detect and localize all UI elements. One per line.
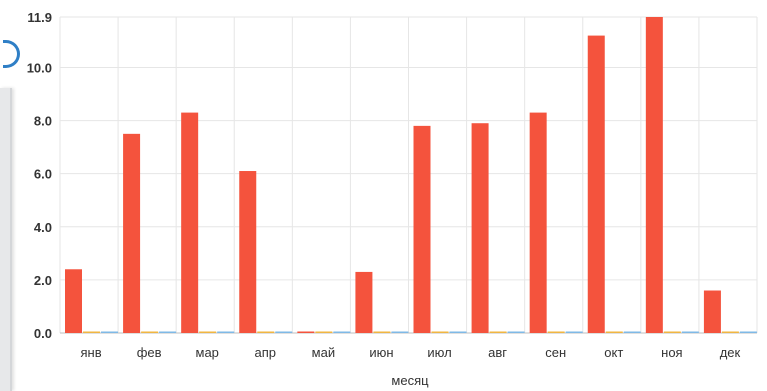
bar-ноя-series-3 bbox=[681, 331, 699, 333]
bar-май-series-3 bbox=[333, 331, 351, 333]
x-tick-label: апр bbox=[255, 345, 277, 360]
bar-сен-series-1 bbox=[529, 112, 547, 333]
bar-авг-series-3 bbox=[507, 331, 525, 333]
bar-авг-series-2 bbox=[489, 331, 507, 333]
x-tick-label: сен bbox=[545, 345, 566, 360]
bar-апр-series-1 bbox=[239, 171, 257, 333]
x-tick-label: янв bbox=[80, 345, 101, 360]
bar-мар-series-3 bbox=[217, 331, 235, 333]
bar-окт-series-3 bbox=[623, 331, 641, 333]
bar-июн-series-2 bbox=[373, 331, 391, 333]
bar-мар-series-1 bbox=[181, 112, 199, 333]
bar-июн-series-3 bbox=[391, 331, 409, 333]
bars bbox=[65, 17, 757, 334]
x-tick-label: июн bbox=[369, 345, 393, 360]
x-axis-ticks: янв фев мар апр май июн июл авг сен окт ноя дек bbox=[80, 345, 740, 360]
bar-апр-series-2 bbox=[257, 331, 275, 333]
x-tick-label: июл bbox=[427, 345, 451, 360]
bar-окт-series-2 bbox=[605, 331, 623, 333]
x-tick-label: мар bbox=[196, 345, 219, 360]
y-axis-ticks: 0.0 2.0 4.0 6.0 8.0 10.0 11.9 bbox=[27, 10, 52, 341]
x-tick-label: дек bbox=[720, 345, 741, 360]
bar-окт-series-1 bbox=[587, 35, 605, 334]
x-tick-label: авг bbox=[488, 345, 507, 360]
y-tick-label: 2.0 bbox=[34, 273, 52, 288]
bar-июн-series-1 bbox=[355, 271, 373, 333]
y-tick-label: 11.9 bbox=[27, 10, 52, 25]
bar-фев-series-3 bbox=[159, 331, 177, 333]
panel-toggle-handle[interactable] bbox=[3, 40, 20, 68]
bar-май-series-1 bbox=[297, 331, 315, 333]
bar-июл-series-1 bbox=[413, 125, 431, 333]
bar-апр-series-3 bbox=[275, 331, 293, 333]
bar-июл-series-2 bbox=[431, 331, 449, 333]
x-tick-label: фев bbox=[137, 345, 162, 360]
bar-дек-series-1 bbox=[703, 290, 721, 333]
bar-ноя-series-2 bbox=[663, 331, 681, 333]
x-tick-label: ноя bbox=[661, 345, 682, 360]
bar-ноя-series-1 bbox=[645, 17, 663, 333]
bar-янв-series-1 bbox=[65, 269, 82, 333]
x-tick-label: окт bbox=[604, 345, 623, 360]
bar-сен-series-2 bbox=[547, 331, 565, 333]
bar-дек-series-2 bbox=[721, 331, 739, 333]
bar-сен-series-3 bbox=[565, 331, 583, 333]
y-tick-label: 6.0 bbox=[34, 167, 52, 182]
bar-июл-series-3 bbox=[449, 331, 467, 333]
y-tick-label: 8.0 bbox=[34, 114, 52, 129]
bar-авг-series-1 bbox=[471, 123, 489, 333]
bar-дек-series-3 bbox=[739, 331, 757, 333]
bar-фев-series-1 bbox=[123, 133, 141, 333]
x-axis-label: месяц bbox=[391, 373, 429, 388]
bar-май-series-2 bbox=[315, 331, 333, 333]
x-tick-label: май bbox=[312, 345, 335, 360]
y-tick-label: 0.0 bbox=[34, 326, 52, 341]
bar-фев-series-2 bbox=[141, 331, 159, 333]
bar-янв-series-3 bbox=[101, 331, 118, 333]
y-tick-label: 10.0 bbox=[27, 60, 52, 75]
side-panel-edge bbox=[0, 88, 12, 391]
bar-мар-series-2 bbox=[199, 331, 217, 333]
y-tick-label: 4.0 bbox=[34, 220, 52, 235]
grid-lines bbox=[59, 16, 758, 334]
bar-янв-series-2 bbox=[83, 331, 100, 333]
